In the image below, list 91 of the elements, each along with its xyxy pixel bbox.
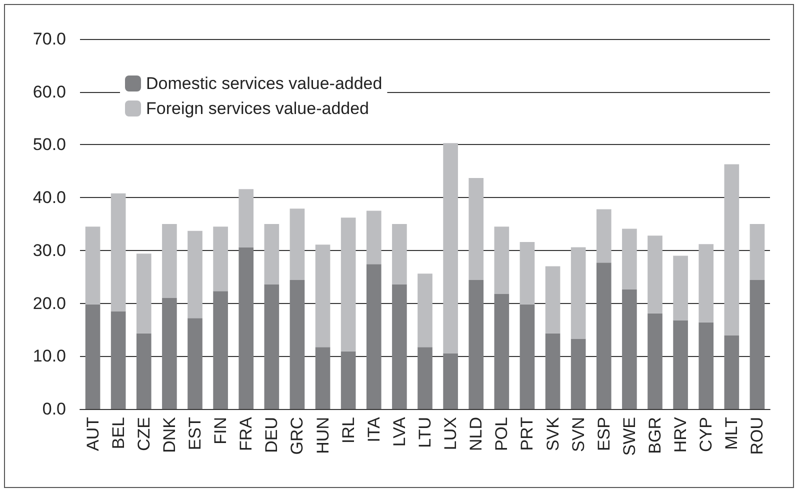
- bar: [596, 209, 612, 263]
- bar: [622, 228, 637, 290]
- x-tick-label: CYP: [696, 417, 716, 452]
- bar: [136, 333, 152, 409]
- x-tick-label: BEL: [108, 417, 128, 450]
- bar: [673, 256, 688, 320]
- bar: [162, 298, 177, 409]
- bar: [238, 247, 254, 409]
- x-tick-label: DNK: [160, 416, 179, 453]
- bar: [443, 354, 458, 409]
- x-tick-label: BGR: [646, 417, 664, 454]
- bar: [698, 244, 714, 322]
- bar: [520, 242, 535, 304]
- y-tick-label: 60.0: [32, 82, 66, 102]
- x-tick-label: SVN: [568, 417, 588, 452]
- bar: [315, 244, 330, 348]
- bar: [315, 347, 330, 409]
- bar: [110, 311, 126, 409]
- y-tick-label: 30.0: [32, 240, 66, 260]
- y-tick-label: 50.0: [32, 135, 66, 154]
- x-tick-label: MLT: [722, 417, 742, 450]
- x-tick-label: ESP: [594, 417, 614, 452]
- x-tick-label: FIN: [211, 417, 230, 444]
- x-tick-label: AUT: [83, 417, 102, 451]
- x-tick-label: EST: [186, 417, 204, 450]
- bar: [418, 347, 432, 409]
- x-tick-label: ITA: [364, 416, 384, 442]
- y-tick-label: 10.0: [32, 346, 66, 366]
- bar: [468, 178, 484, 280]
- bar: [750, 224, 765, 280]
- bar: [340, 351, 356, 409]
- bar: [110, 193, 126, 312]
- bar: [750, 280, 765, 409]
- bar: [673, 320, 688, 409]
- y-tick-label: 40.0: [32, 188, 66, 208]
- bar: [366, 264, 382, 409]
- bar: [188, 318, 202, 409]
- x-tick-label: DEU: [262, 417, 282, 453]
- x-tick-label: LVA: [390, 416, 409, 447]
- bar: [340, 218, 356, 352]
- bar: [85, 226, 100, 304]
- x-tick-label: IRL: [338, 417, 358, 444]
- bar: [290, 280, 305, 409]
- bar: [366, 210, 382, 264]
- bar: [85, 304, 100, 409]
- bar: [188, 230, 202, 318]
- x-tick-label: CZE: [134, 417, 154, 451]
- x-tick-label: POL: [492, 417, 512, 452]
- x-tick-label: PRT: [518, 417, 537, 451]
- bar: [392, 284, 407, 409]
- bar: [724, 336, 740, 409]
- bar: [596, 262, 612, 409]
- bar: [494, 294, 510, 409]
- legend-label: Domestic services value-added: [146, 74, 382, 93]
- y-tick-label: 0.0: [42, 400, 66, 418]
- x-tick-label: HUN: [313, 417, 332, 454]
- bar: [264, 224, 280, 284]
- y-tick-label: 20.0: [32, 294, 66, 313]
- bar: [468, 280, 484, 409]
- bar: [545, 333, 560, 409]
- bar: [570, 247, 586, 339]
- bar: [136, 254, 152, 334]
- x-tick-label: HRV: [671, 416, 690, 453]
- bar: [520, 304, 535, 409]
- bar: [494, 226, 510, 294]
- x-tick-label: SVK: [543, 416, 562, 452]
- x-tick-label: FRA: [236, 416, 256, 451]
- bar: [648, 236, 662, 314]
- bar: [622, 290, 637, 409]
- legend-label: Foreign services value-added: [146, 99, 370, 118]
- bar: [648, 313, 662, 409]
- x-tick-label: LUX: [441, 417, 460, 450]
- x-tick-label: GRC: [288, 417, 307, 455]
- bar: [264, 284, 280, 409]
- x-tick-label: ROU: [748, 417, 767, 455]
- x-tick-label: LTU: [416, 417, 434, 448]
- bar: [418, 274, 432, 348]
- bar: [392, 224, 407, 284]
- bar: [698, 322, 714, 409]
- bar: [213, 291, 228, 409]
- bar: [290, 208, 305, 280]
- y-tick-label: 70.0: [32, 30, 66, 48]
- x-tick-label: SWE: [620, 417, 639, 456]
- x-tick-label: NLD: [466, 417, 486, 452]
- bar: [162, 224, 177, 298]
- bar: [545, 266, 560, 334]
- bar: [570, 338, 586, 409]
- bar: [443, 143, 458, 354]
- bar: [724, 164, 740, 336]
- bar: [213, 226, 228, 292]
- bar: [238, 189, 254, 248]
